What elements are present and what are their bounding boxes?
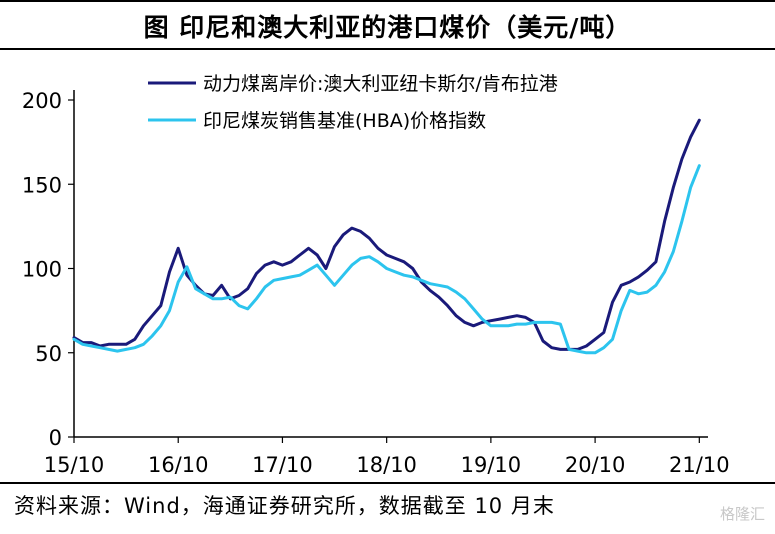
x-tick-label: 19/10 — [461, 453, 522, 477]
title-top-rule — [0, 0, 775, 2]
title-area: 图 印尼和澳大利亚的港口煤价（美元/吨） — [0, 0, 775, 50]
x-tick-label: 20/10 — [565, 453, 626, 477]
x-tick-label: 17/10 — [252, 453, 313, 477]
watermark-text: 格隆汇 — [719, 505, 765, 523]
x-tick-label: 18/10 — [356, 453, 417, 477]
legend-label-1: 动力煤离岸价:澳大利亚纽卡斯尔/肯布拉港 — [203, 73, 558, 95]
x-tick-label: 16/10 — [148, 453, 209, 477]
series-line-1 — [72, 118, 701, 351]
y-axis: 0 50 100 150 200 — [22, 89, 75, 450]
chart-title: 图 印尼和澳大利亚的港口煤价（美元/吨） — [143, 13, 632, 42]
y-tick-label: 150 — [22, 173, 62, 197]
title-bottom-rule — [0, 48, 775, 50]
y-tick-label: 50 — [35, 342, 62, 366]
x-tick-label: 21/10 — [669, 453, 730, 477]
y-tick-label: 200 — [22, 89, 62, 113]
series-line-2 — [72, 164, 701, 355]
y-tick-label: 100 — [22, 258, 62, 282]
source-note: 资料来源：Wind，海通证券研究所，数据截至 10 月末 — [14, 494, 555, 518]
x-tick-label: 15/10 — [44, 453, 105, 477]
legend-label-2: 印尼煤炭销售基准(HBA)价格指数 — [203, 110, 486, 132]
y-tick-label: 0 — [49, 426, 62, 450]
footer-rule — [0, 482, 775, 484]
x-axis: 15/10 16/10 17/10 18/10 19/10 20/10 21/10 — [44, 436, 730, 477]
series-lines — [72, 118, 701, 355]
